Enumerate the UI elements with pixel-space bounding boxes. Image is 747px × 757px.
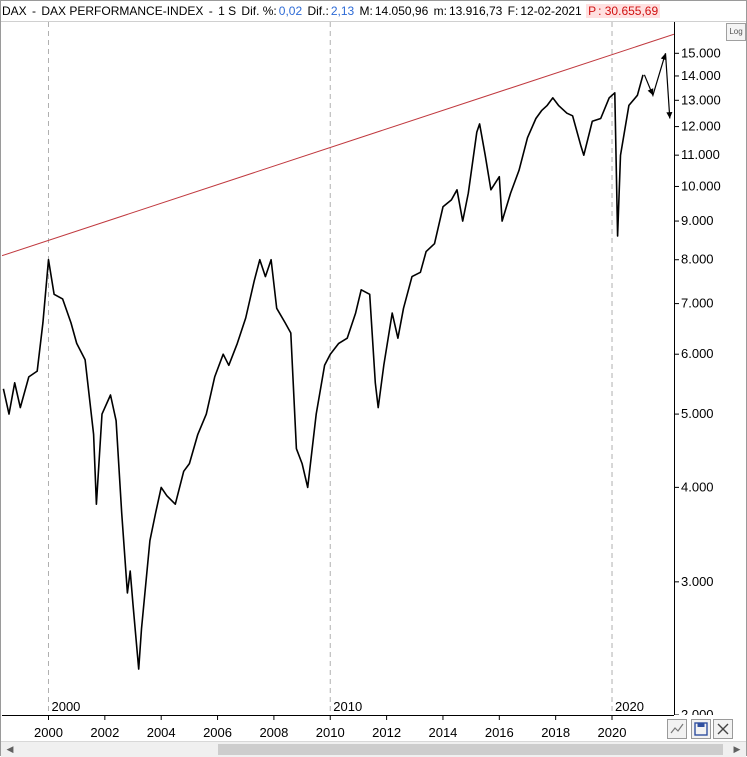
chart-header: DAX - DAX PERFORMANCE-INDEX - 1 S Dif. %… <box>1 1 746 22</box>
x-tick-label: 2020 <box>598 725 627 740</box>
decade-label: 2000 <box>51 699 80 714</box>
scroll-right-icon[interactable]: ▶ <box>733 744 741 754</box>
date-label: F: <box>507 4 519 18</box>
log-scale-button[interactable]: Log <box>726 23 746 41</box>
max-value: 14.050,96 <box>374 4 429 18</box>
scrollbar-thumb[interactable] <box>218 744 723 755</box>
decade-labels: 2000 2010 2020 <box>51 699 643 714</box>
x-tick-label: 2010 <box>316 725 345 740</box>
x-tick-label: 2018 <box>541 725 570 740</box>
y-tick-label: 3.000 <box>681 574 714 589</box>
y-tick-label: 7.000 <box>681 296 714 311</box>
trendline <box>2 33 674 257</box>
arrowhead <box>647 88 654 96</box>
series-line <box>2 74 644 670</box>
scroll-left-icon[interactable]: ◀ <box>6 744 14 754</box>
grid-lines <box>47 22 613 715</box>
x-tick-label: 2004 <box>147 725 176 740</box>
x-tick-labels: 2000 2002 2004 2006 2008 2010 2012 2014 2016 2018… <box>34 716 626 740</box>
decade-label: 2010 <box>333 699 362 714</box>
x-tick-label: 2008 <box>259 725 288 740</box>
y-tick-label: 6.000 <box>681 346 714 361</box>
y-tick-label: 8.000 <box>681 252 714 267</box>
x-tick-label: 2002 <box>90 725 119 740</box>
y-tick-label: 5.000 <box>681 406 714 421</box>
projection-arrow <box>643 53 671 119</box>
max-label: M: <box>359 4 373 18</box>
y-tick-label: 9.000 <box>681 213 714 228</box>
symbol-label: DAX <box>2 4 27 18</box>
y-tick-label: 12.000 <box>681 119 721 134</box>
chart-plot-area[interactable]: 2000 2010 2020 <box>2 22 674 715</box>
price-readout: P: 30.655,69 <box>586 4 661 18</box>
y-tick-label: 11.000 <box>681 147 720 162</box>
chart-toolbar <box>667 719 745 739</box>
y-tick-label: 4.000 <box>681 479 714 494</box>
y-axis: 2.000 3.000 4.000 5.000 6.000 7.000 8.000 9.000… <box>674 22 721 715</box>
chart-style-button[interactable] <box>667 719 687 739</box>
decade-label: 2020 <box>615 699 644 714</box>
y-tick-label: 2.000 <box>681 707 714 715</box>
y-tick-label: 13.000 <box>681 92 721 107</box>
arrowhead <box>666 111 673 119</box>
dif-value: 2,13 <box>330 4 355 18</box>
close-button[interactable] <box>713 719 733 739</box>
separator-text: - <box>205 4 217 18</box>
close-icon <box>717 723 729 735</box>
arrowhead <box>660 53 667 61</box>
dif-pct-label: Dif. %: <box>241 4 277 18</box>
instrument-name: DAX PERFORMANCE-INDEX <box>41 4 204 18</box>
separator-text: - <box>28 4 40 18</box>
horizontal-scrollbar[interactable]: ◀ ▶ <box>1 741 746 757</box>
price-value: : 30.655,69 <box>598 4 659 18</box>
y-tick-label: 15.000 <box>681 45 721 60</box>
date-value: 12-02-2021 <box>520 4 582 18</box>
min-label: m: <box>433 4 447 18</box>
interval-label: 1 S <box>218 4 237 18</box>
price-label: P <box>588 4 597 18</box>
y-tick-labels: 2.000 3.000 4.000 5.000 6.000 7.000 8.000 9.000… <box>675 45 721 715</box>
save-icon <box>694 722 708 736</box>
y-tick-label: 14.000 <box>681 68 721 83</box>
min-value: 13.916,73 <box>448 4 503 18</box>
x-tick-label: 2016 <box>485 725 514 740</box>
dif-pct-value: 0,02 <box>278 4 303 18</box>
x-tick-label: 2012 <box>372 725 401 740</box>
dif-label: Dif.: <box>307 4 329 18</box>
x-tick-label: 2006 <box>203 725 232 740</box>
x-axis: 2000 2002 2004 2006 2008 2010 2012 2014 2016 2018… <box>2 715 674 742</box>
line-chart-icon <box>670 723 684 734</box>
x-tick-label: 2014 <box>428 725 457 740</box>
y-tick-label: 10.000 <box>681 178 721 193</box>
arrowheads <box>647 53 673 119</box>
x-tick-label: 2000 <box>34 725 63 740</box>
save-button[interactable] <box>691 719 711 739</box>
